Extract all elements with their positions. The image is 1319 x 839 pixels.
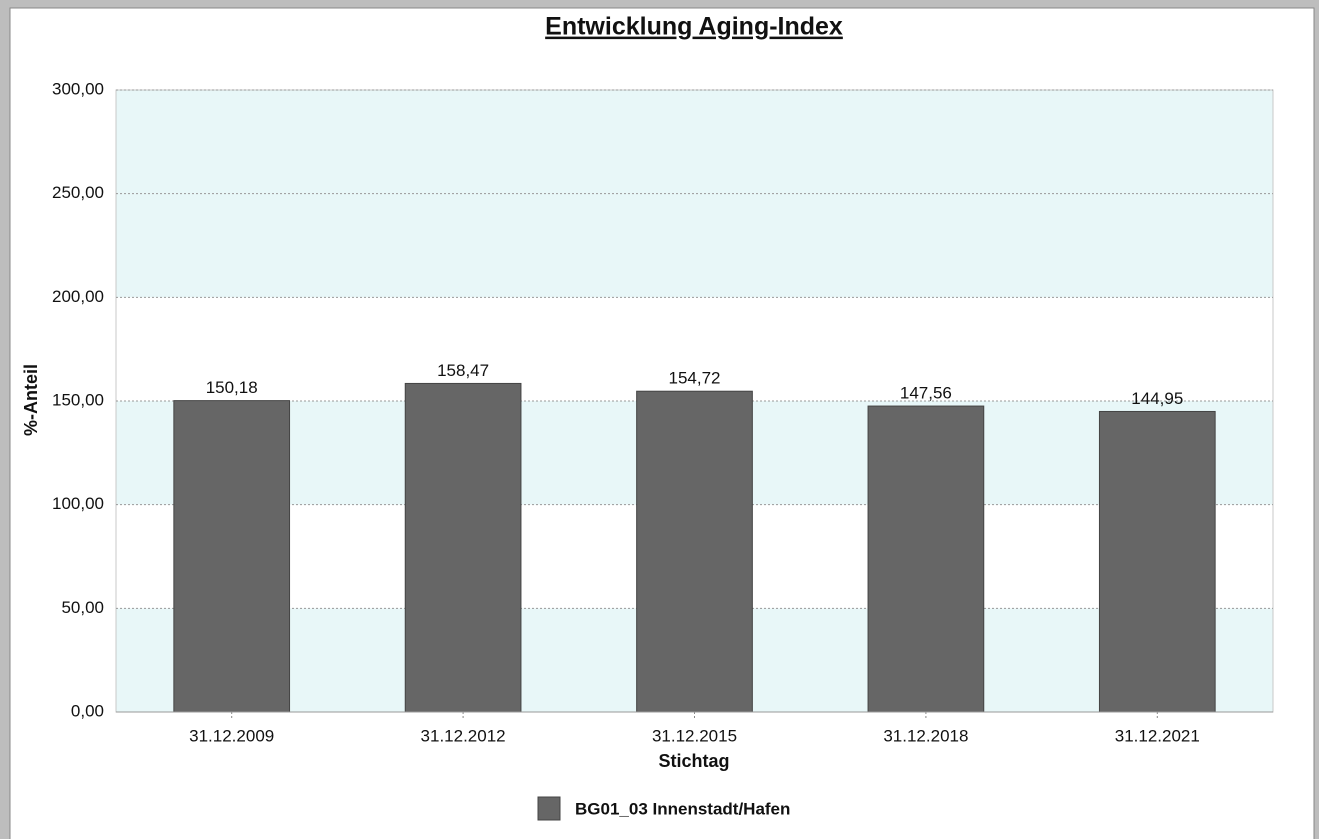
value-label: 147,56 <box>900 384 952 403</box>
value-label: 154,72 <box>669 369 721 388</box>
y-tick-label: 250,00 <box>52 183 104 202</box>
y-tick-label: 200,00 <box>52 287 104 306</box>
bar <box>404 382 522 713</box>
bar <box>867 405 985 713</box>
grid-band <box>116 193 1273 298</box>
y-tick-label: 100,00 <box>52 494 104 513</box>
x-tick-label: 31.12.2015 <box>652 726 737 745</box>
x-tick-label: 31.12.2021 <box>1115 726 1200 745</box>
grid-band <box>116 90 1273 194</box>
y-tick-label: 150,00 <box>52 390 104 409</box>
y-axis-title: %-Anteil <box>21 364 41 436</box>
x-tick-label: 31.12.2009 <box>189 726 274 745</box>
y-tick-label: 0,00 <box>71 701 104 720</box>
x-tick-label: 31.12.2012 <box>421 726 506 745</box>
value-label: 158,47 <box>437 361 489 380</box>
x-tick-label: 31.12.2018 <box>883 726 968 745</box>
legend-label: BG01_03 Innenstadt/Hafen <box>575 799 790 818</box>
bar <box>1098 410 1216 713</box>
x-axis-title: Stichtag <box>658 751 729 771</box>
value-label: 144,95 <box>1131 389 1183 408</box>
legend-swatch <box>537 796 561 821</box>
bar <box>173 400 291 713</box>
y-tick-label: 50,00 <box>61 598 104 617</box>
bar <box>636 390 753 713</box>
chart-title: Entwicklung Aging-Index <box>545 13 843 41</box>
y-tick-label: 300,00 <box>52 79 104 98</box>
value-label: 150,18 <box>206 378 258 397</box>
